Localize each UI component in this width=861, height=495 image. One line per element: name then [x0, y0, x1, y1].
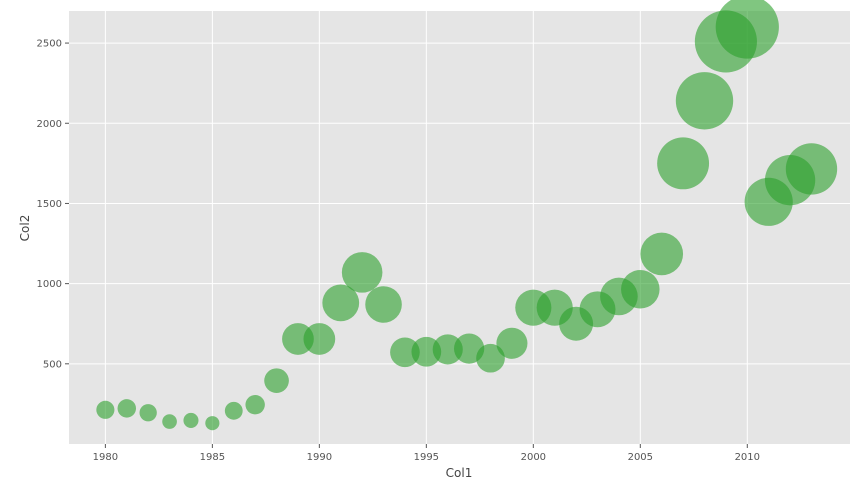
data-points — [96, 0, 838, 431]
data-point — [205, 416, 220, 431]
data-point — [322, 284, 360, 322]
y-tick-label: 500 — [43, 359, 62, 370]
data-point — [183, 412, 199, 428]
data-point — [117, 399, 137, 418]
x-axis-label: Col1 — [446, 466, 473, 480]
data-point — [341, 252, 383, 293]
data-point — [390, 337, 420, 368]
plot-background — [69, 11, 850, 444]
y-tick-label: 2000 — [37, 119, 62, 130]
data-point — [432, 334, 463, 365]
data-point — [96, 400, 115, 419]
data-point — [224, 401, 243, 420]
x-tick-label: 1980 — [93, 452, 118, 463]
x-tick-label: 1990 — [307, 452, 332, 463]
data-point — [640, 232, 684, 276]
data-point — [365, 286, 402, 323]
data-point — [162, 414, 177, 429]
data-point — [675, 72, 734, 130]
data-point — [476, 343, 505, 373]
data-point — [245, 395, 265, 415]
x-gridlines — [104, 11, 748, 444]
y-tick-label: 1500 — [37, 199, 62, 210]
data-point — [785, 143, 838, 195]
data-point — [496, 327, 528, 359]
x-tick-label: 1995 — [414, 452, 439, 463]
data-point — [715, 0, 779, 59]
data-point — [264, 368, 289, 393]
x-tick-label: 2000 — [521, 452, 546, 463]
x-tick-label: 2010 — [735, 452, 760, 463]
data-point — [303, 323, 336, 355]
y-axis-ticks: 500 1000 1500 2000 2500 — [37, 39, 69, 370]
x-tick-label: 2005 — [628, 452, 653, 463]
x-tick-label: 1985 — [200, 452, 225, 463]
data-point — [621, 269, 660, 309]
data-point — [139, 404, 157, 422]
data-point — [657, 137, 710, 190]
y-axis-label: Col2 — [18, 215, 32, 242]
y-tick-label: 2500 — [37, 39, 62, 50]
x-axis-ticks: 1980 1985 1990 1995 2000 2005 2010 — [93, 444, 760, 463]
y-tick-label: 1000 — [37, 279, 62, 290]
